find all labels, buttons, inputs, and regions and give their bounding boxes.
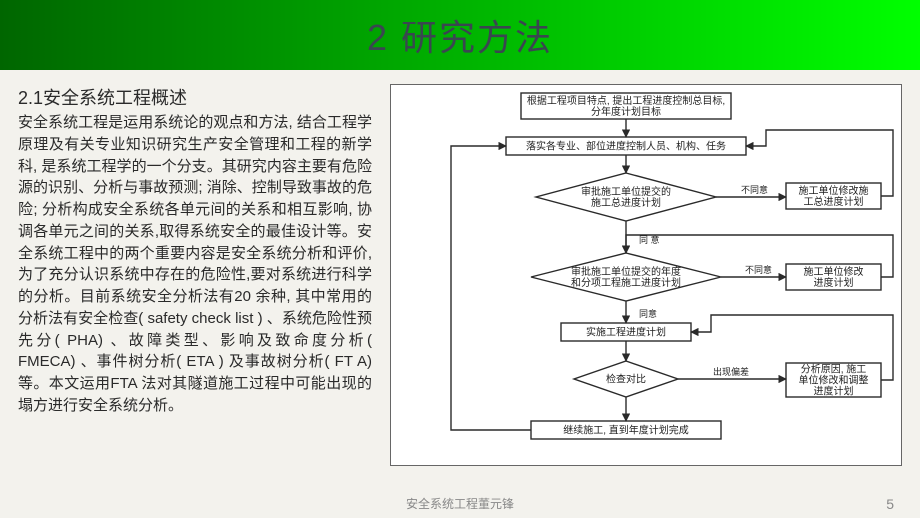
svg-text:施工单位修改施: 施工单位修改施 — [799, 184, 869, 197]
svg-text:单位修改和调整: 单位修改和调整 — [799, 374, 869, 387]
flowchart-figure: 根据工程项目特点, 提出工程进度控制总目标,分年度计划目标落实各专业、部位进度控… — [390, 84, 902, 466]
body-paragraph: 安全系统工程是运用系统论的观点和方法, 结合工程学原理及有关专业知识研究生产安全… — [18, 112, 372, 417]
page-number: 5 — [886, 496, 894, 512]
section-heading: 2.1安全系统工程概述 — [18, 84, 372, 110]
content-area: 2.1安全系统工程概述 安全系统工程是运用系统论的观点和方法, 结合工程学原理及… — [0, 70, 920, 466]
svg-text:施工单位修改: 施工单位修改 — [804, 265, 864, 278]
text-column: 2.1安全系统工程概述 安全系统工程是运用系统论的观点和方法, 结合工程学原理及… — [18, 84, 372, 466]
svg-text:审批施工单位提交的年度: 审批施工单位提交的年度 — [571, 265, 681, 278]
footer-note: 安全系统工程董元锋 — [0, 495, 920, 512]
svg-text:根据工程项目特点, 提出工程进度控制总目标,: 根据工程项目特点, 提出工程进度控制总目标, — [527, 94, 725, 107]
title-text: 2 研究方法 — [367, 9, 553, 61]
flowchart-svg: 根据工程项目特点, 提出工程进度控制总目标,分年度计划目标落实各专业、部位进度控… — [391, 85, 901, 465]
svg-text:和分项工程施工进度计划: 和分项工程施工进度计划 — [571, 276, 681, 289]
svg-text:继续施工, 直到年度计划完成: 继续施工, 直到年度计划完成 — [563, 424, 689, 437]
svg-text:不同意: 不同意 — [745, 264, 772, 275]
svg-text:进度计划: 进度计划 — [814, 276, 854, 289]
svg-text:同意: 同意 — [639, 308, 657, 319]
svg-text:施工总进度计划: 施工总进度计划 — [591, 196, 661, 209]
svg-text:进度计划: 进度计划 — [814, 385, 854, 398]
svg-text:实施工程进度计划: 实施工程进度计划 — [586, 326, 666, 339]
svg-text:审批施工单位提交的: 审批施工单位提交的 — [581, 185, 671, 198]
svg-text:工总进度计划: 工总进度计划 — [804, 195, 864, 208]
svg-text:分析原因, 施工: 分析原因, 施工 — [801, 363, 867, 376]
figure-column: 根据工程项目特点, 提出工程进度控制总目标,分年度计划目标落实各专业、部位进度控… — [372, 84, 902, 466]
svg-text:分年度计划目标: 分年度计划目标 — [591, 105, 661, 118]
title-bar: 2 研究方法 — [0, 0, 920, 70]
svg-text:检查对比: 检查对比 — [606, 373, 646, 386]
svg-text:落实各专业、部位进度控制人员、机构、任务: 落实各专业、部位进度控制人员、机构、任务 — [526, 140, 726, 153]
svg-text:出现偏差: 出现偏差 — [713, 366, 749, 377]
svg-text:不同意: 不同意 — [741, 184, 768, 195]
